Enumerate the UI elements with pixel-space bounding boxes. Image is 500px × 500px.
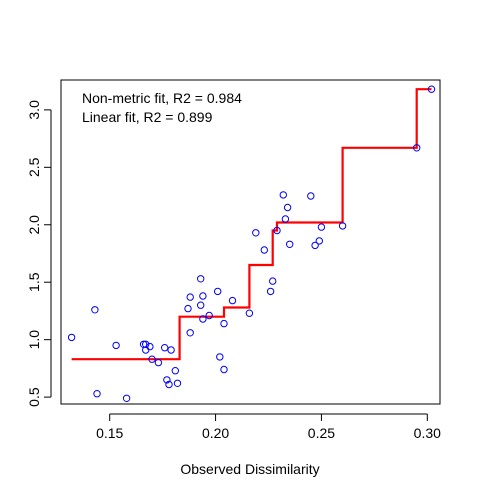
data-point	[199, 292, 207, 300]
data-point	[165, 380, 173, 389]
annotation-linear-fit: Linear fit, R2 = 0.899	[82, 109, 213, 125]
y-tick-label: 2.5	[26, 157, 42, 177]
data-point	[216, 353, 224, 361]
data-point	[273, 226, 281, 235]
data-point	[281, 215, 290, 223]
data-point	[161, 344, 169, 352]
data-point	[197, 275, 205, 283]
data-point	[317, 223, 326, 231]
data-point	[413, 144, 421, 152]
data-point	[148, 355, 156, 363]
y-axis: 0.5 1.0 1.5 2.0 2.5 3.0	[26, 100, 52, 407]
data-point	[122, 394, 131, 402]
data-point	[279, 191, 287, 199]
data-point	[260, 246, 268, 254]
data-point	[214, 287, 222, 296]
data-point	[220, 365, 228, 374]
data-point	[186, 293, 194, 301]
y-tick-label: 0.5	[26, 387, 42, 407]
data-point	[112, 341, 120, 350]
data-point	[266, 287, 275, 296]
data-point	[163, 376, 171, 384]
data-point	[154, 358, 163, 367]
x-tick-label: 0.25	[308, 425, 335, 441]
data-point	[93, 390, 101, 398]
data-point	[199, 315, 207, 323]
points-layer	[67, 85, 436, 402]
data-point	[67, 333, 76, 342]
y-tick-label: 1.5	[26, 272, 42, 292]
data-point	[252, 229, 260, 237]
y-tick-label: 2.0	[26, 215, 42, 235]
data-point	[205, 311, 213, 320]
data-point	[91, 306, 99, 314]
annotation-nonmetric-fit: Non-metric fit, R2 = 0.984	[82, 90, 242, 106]
data-point	[142, 340, 150, 348]
data-point	[184, 304, 192, 313]
data-point	[307, 192, 315, 200]
data-point	[338, 222, 347, 230]
data-point	[171, 367, 180, 375]
x-tick-label: 0.20	[202, 425, 229, 441]
plot-frame	[60, 79, 441, 405]
data-point	[286, 240, 294, 249]
fit-layer	[71, 88, 432, 361]
y-tick-label: 3.0	[26, 100, 42, 120]
data-point	[315, 237, 323, 245]
y-tick-label: 1.0	[26, 330, 42, 350]
data-point	[167, 346, 175, 354]
data-point	[197, 301, 205, 309]
x-axis-title: Observed Dissimilarity	[180, 461, 319, 477]
x-tick-label: 0.30	[414, 425, 441, 441]
data-point	[146, 342, 154, 351]
nonmetric-fit-line	[71, 88, 432, 361]
data-point	[427, 85, 436, 93]
data-point	[245, 309, 254, 317]
x-axis: 0.15 0.20 0.25 0.30	[96, 413, 441, 441]
data-point	[228, 296, 237, 305]
data-point	[283, 203, 292, 212]
data-point	[220, 319, 228, 328]
data-point	[173, 379, 182, 387]
x-tick-label: 0.15	[96, 425, 123, 441]
data-point	[269, 277, 277, 285]
data-point	[311, 241, 319, 250]
data-point	[186, 329, 194, 337]
